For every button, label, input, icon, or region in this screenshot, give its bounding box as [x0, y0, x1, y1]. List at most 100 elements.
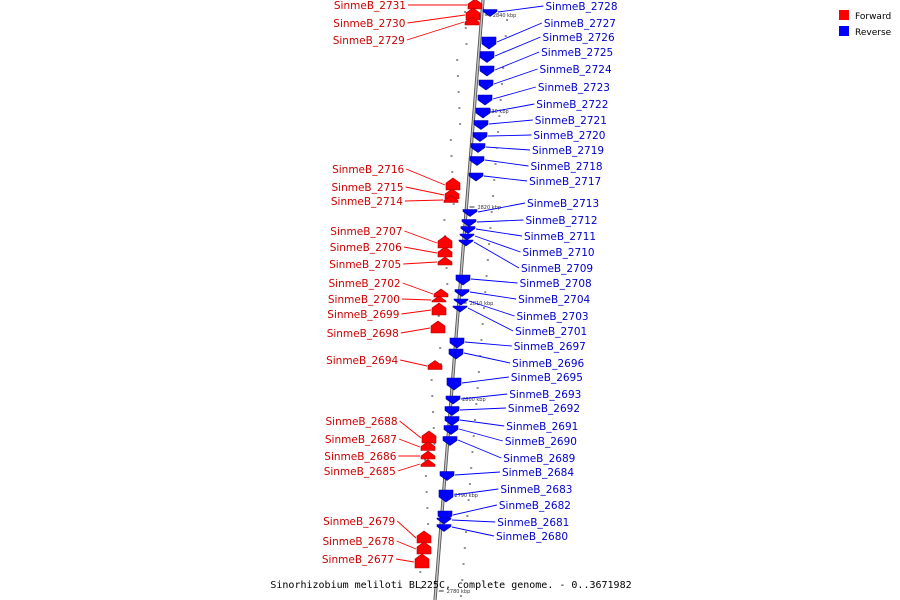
gene-SinmeB_2701[interactable]: SinmeB_2701	[452, 305, 587, 338]
gene-SinmeB_2705[interactable]: SinmeB_2705	[329, 256, 453, 271]
gene-arrow-SinmeB_2714[interactable]	[443, 195, 459, 203]
gene-arrow-SinmeB_2700[interactable]	[431, 295, 447, 303]
gene-arrow-SinmeB_2684[interactable]	[439, 471, 455, 481]
gene-arrow-SinmeB_2713[interactable]	[462, 209, 478, 217]
gene-SinmeB_2731[interactable]: SinmeB_2731	[334, 0, 483, 12]
gene-arrow-SinmeB_2680[interactable]	[436, 524, 452, 532]
gene-arrow-SinmeB_2718[interactable]	[469, 156, 485, 166]
gene-arrow-SinmeB_2715[interactable]	[444, 188, 460, 200]
gene-SinmeB_2711[interactable]: SinmeB_2711	[460, 226, 596, 244]
gene-arrow-SinmeB_2726[interactable]	[479, 51, 495, 63]
gene-arrow-SinmeB_2728[interactable]	[482, 9, 498, 17]
gene-SinmeB_2689[interactable]: SinmeB_2689	[442, 436, 575, 466]
gene-arrow-SinmeB_2704[interactable]	[454, 289, 470, 297]
gene-arrow-SinmeB_2720[interactable]	[472, 132, 488, 142]
gene-SinmeB_2708[interactable]: SinmeB_2708	[455, 274, 592, 290]
gene-arrow-SinmeB_2702[interactable]	[433, 288, 449, 298]
gene-arrow-SinmeB_2710[interactable]	[459, 233, 475, 241]
gene-arrow-SinmeB_2712[interactable]	[461, 219, 477, 227]
gene-arrow-SinmeB_2722[interactable]	[475, 107, 491, 119]
gene-SinmeB_2692[interactable]: SinmeB_2692	[444, 403, 580, 416]
gene-SinmeB_2681[interactable]: SinmeB_2681	[436, 517, 569, 529]
gene-arrow-SinmeB_2698[interactable]	[430, 320, 446, 334]
gene-SinmeB_2723[interactable]: SinmeB_2723	[477, 82, 610, 106]
gene-SinmeB_2725[interactable]: SinmeB_2725	[479, 47, 613, 77]
gene-arrow-SinmeB_2721[interactable]	[473, 120, 489, 130]
gene-arrow-SinmeB_2678[interactable]	[416, 541, 432, 555]
gene-arrow-SinmeB_2679[interactable]	[416, 530, 432, 544]
gene-SinmeB_2726[interactable]: SinmeB_2726	[479, 32, 615, 63]
gene-SinmeB_2707[interactable]: SinmeB_2707	[330, 226, 453, 249]
gene-SinmeB_2698[interactable]: SinmeB_2698	[327, 320, 446, 340]
gene-arrow-SinmeB_2691[interactable]	[444, 416, 460, 426]
gene-arrow-SinmeB_2731[interactable]	[467, 0, 483, 10]
gene-SinmeB_2720[interactable]: SinmeB_2720	[472, 130, 606, 142]
gene-arrow-SinmeB_2695[interactable]	[446, 377, 462, 391]
gene-arrow-SinmeB_2686[interactable]	[420, 450, 436, 460]
gene-SinmeB_2729[interactable]: SinmeB_2729	[333, 16, 480, 47]
gene-SinmeB_2715[interactable]: SinmeB_2715	[331, 182, 460, 200]
gene-arrow-SinmeB_2677[interactable]	[414, 553, 430, 569]
gene-arrow-SinmeB_2683[interactable]	[438, 489, 454, 503]
gene-SinmeB_2690[interactable]: SinmeB_2690	[443, 425, 577, 449]
gene-SinmeB_2722[interactable]: SinmeB_2722	[475, 99, 608, 119]
gene-arrow-SinmeB_2727[interactable]	[481, 36, 497, 50]
gene-arrow-SinmeB_2703[interactable]	[453, 298, 469, 306]
gene-arrow-SinmeB_2685[interactable]	[420, 459, 436, 467]
gene-arrow-SinmeB_2692[interactable]	[444, 406, 460, 416]
gene-arrow-SinmeB_2689[interactable]	[442, 436, 458, 446]
gene-arrow-SinmeB_2705[interactable]	[437, 256, 453, 266]
gene-SinmeB_2717[interactable]: SinmeB_2717	[468, 172, 601, 188]
gene-SinmeB_2730[interactable]: SinmeB_2730	[333, 7, 481, 30]
gene-arrow-SinmeB_2719[interactable]	[470, 143, 486, 153]
gene-SinmeB_2710[interactable]: SinmeB_2710	[459, 233, 595, 259]
gene-SinmeB_2721[interactable]: SinmeB_2721	[473, 115, 607, 130]
gene-arrow-SinmeB_2701[interactable]	[452, 305, 468, 313]
gene-SinmeB_2694[interactable]: SinmeB_2694	[326, 355, 443, 370]
gene-SinmeB_2691[interactable]: SinmeB_2691	[444, 416, 578, 434]
gene-arrow-SinmeB_2681[interactable]	[436, 517, 452, 525]
gene-SinmeB_2685[interactable]: SinmeB_2685	[324, 459, 436, 479]
gene-arrow-SinmeB_2706[interactable]	[437, 246, 453, 258]
gene-SinmeB_2683[interactable]: SinmeB_2683	[438, 484, 572, 503]
gene-arrow-SinmeB_2730[interactable]	[465, 7, 481, 21]
gene-SinmeB_2713[interactable]: SinmeB_2713	[462, 198, 599, 217]
gene-arrow-SinmeB_2725[interactable]	[479, 65, 495, 77]
gene-arrow-SinmeB_2699[interactable]	[431, 302, 447, 316]
gene-arrow-SinmeB_2717[interactable]	[468, 172, 484, 182]
gene-SinmeB_2706[interactable]: SinmeB_2706	[330, 242, 453, 258]
gene-SinmeB_2699[interactable]: SinmeB_2699	[327, 302, 447, 321]
gene-arrow-SinmeB_2697[interactable]	[449, 337, 465, 349]
gene-SinmeB_2719[interactable]: SinmeB_2719	[470, 143, 604, 158]
gene-SinmeB_2718[interactable]: SinmeB_2718	[469, 156, 603, 174]
gene-arrow-SinmeB_2693[interactable]	[445, 395, 461, 405]
gene-arrow-SinmeB_2708[interactable]	[455, 274, 471, 286]
gene-SinmeB_2700[interactable]: SinmeB_2700	[328, 294, 447, 306]
gene-SinmeB_2678[interactable]: SinmeB_2678	[322, 536, 432, 555]
gene-SinmeB_2688[interactable]: SinmeB_2688	[325, 416, 437, 444]
gene-arrow-SinmeB_2723[interactable]	[477, 94, 493, 106]
gene-SinmeB_2680[interactable]: SinmeB_2680	[436, 524, 568, 544]
gene-arrow-SinmeB_2690[interactable]	[443, 425, 459, 435]
gene-arrow-SinmeB_2707[interactable]	[437, 235, 453, 249]
gene-SinmeB_2697[interactable]: SinmeB_2697	[449, 337, 586, 353]
gene-arrow-SinmeB_2724[interactable]	[478, 79, 494, 91]
gene-arrow-SinmeB_2694[interactable]	[427, 360, 443, 370]
gene-SinmeB_2686[interactable]: SinmeB_2686	[324, 450, 436, 463]
gene-SinmeB_2704[interactable]: SinmeB_2704	[454, 289, 591, 307]
gene-arrow-SinmeB_2688[interactable]	[421, 430, 437, 444]
gene-SinmeB_2716[interactable]: SinmeB_2716	[332, 164, 461, 191]
gene-SinmeB_2696[interactable]: SinmeB_2696	[448, 348, 585, 370]
gene-SinmeB_2712[interactable]: SinmeB_2712	[461, 215, 598, 227]
gene-arrow-SinmeB_2729[interactable]	[464, 16, 480, 26]
gene-arrow-SinmeB_2716[interactable]	[445, 177, 461, 191]
gene-arrow-SinmeB_2709[interactable]	[458, 239, 474, 247]
gene-SinmeB_2724[interactable]: SinmeB_2724	[478, 64, 612, 91]
gene-SinmeB_2728[interactable]: SinmeB_2728	[482, 1, 618, 17]
gene-arrow-SinmeB_2711[interactable]	[460, 226, 476, 234]
gene-SinmeB_2727[interactable]: SinmeB_2727	[481, 18, 616, 50]
gene-SinmeB_2693[interactable]: SinmeB_2693	[445, 389, 581, 405]
gene-SinmeB_2687[interactable]: SinmeB_2687	[325, 434, 436, 451]
gene-SinmeB_2703[interactable]: SinmeB_2703	[453, 298, 589, 323]
gene-SinmeB_2684[interactable]: SinmeB_2684	[439, 467, 574, 481]
